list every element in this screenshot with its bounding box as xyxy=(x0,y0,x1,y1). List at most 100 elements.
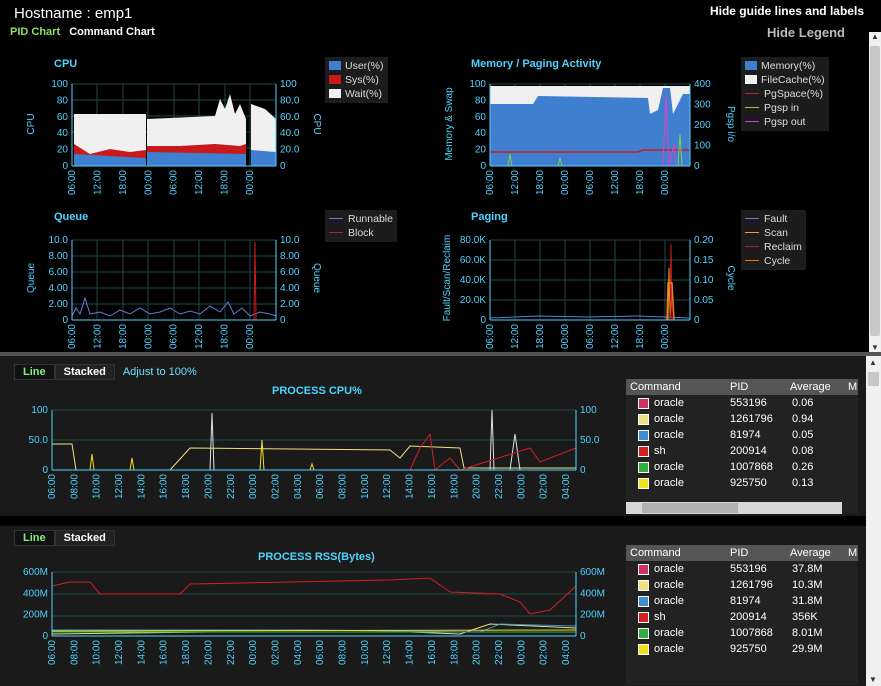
cpu-xtick: 18:00 xyxy=(220,170,231,195)
process-rss-xtick: 14:00 xyxy=(405,640,416,665)
process-rss-xtick: 14:00 xyxy=(136,640,147,665)
scroll-up-icon[interactable]: ▲ xyxy=(869,358,877,367)
col-m[interactable]: M xyxy=(848,381,858,393)
memory-ytick-left: 20 xyxy=(475,145,487,156)
queue-ytick-left: 8.00 xyxy=(49,251,69,262)
table-row[interactable]: oracle 925750 0.13 xyxy=(626,475,858,491)
process-cpu-xtick: 18:00 xyxy=(449,474,460,499)
tab-command-chart[interactable]: Command Chart xyxy=(69,26,155,38)
cpu-ytick-left: 40 xyxy=(57,128,69,139)
table-row[interactable]: sh 200914 356K xyxy=(626,609,858,625)
scroll-thumb[interactable] xyxy=(868,372,879,386)
vertical-scrollbar[interactable]: ▲ ▼ xyxy=(869,32,881,352)
legend-pgsp-out[interactable]: Pgsp out xyxy=(745,115,825,129)
col-command[interactable]: Command xyxy=(630,547,681,559)
scroll-thumb[interactable] xyxy=(642,503,738,513)
table-row[interactable]: oracle 1261796 10.3M xyxy=(626,577,858,593)
process-cpu-ytick-right: 50.0 xyxy=(580,435,600,446)
process-cpu-xtick: 00:00 xyxy=(248,474,259,499)
row-command: oracle xyxy=(654,627,684,639)
table-row[interactable]: oracle 1261796 0.94 xyxy=(626,411,858,427)
paging-ylabel-left: Fault/Scan/Reclaim xyxy=(442,235,453,322)
col-pid[interactable]: PID xyxy=(730,547,749,559)
paging-ytick-left: 20.0K xyxy=(460,295,486,306)
process-cpu-xtick: 22:00 xyxy=(226,474,237,499)
scroll-up-icon[interactable]: ▲ xyxy=(871,32,879,41)
process-cpu-xtick: 16:00 xyxy=(159,474,170,499)
legend-pgsp-in[interactable]: Pgsp in xyxy=(745,101,825,115)
table-row[interactable]: oracle 553196 37.8M xyxy=(626,561,858,577)
process-rss-xtick: 18:00 xyxy=(181,640,192,665)
memory-area xyxy=(490,88,690,166)
tab-line[interactable]: Line xyxy=(14,364,55,380)
scroll-thumb[interactable] xyxy=(870,46,880,336)
col-m[interactable]: M xyxy=(848,547,858,559)
col-average[interactable]: Average xyxy=(790,381,831,393)
col-average[interactable]: Average xyxy=(790,547,831,559)
table-row[interactable]: oracle 553196 0.06 xyxy=(626,395,858,411)
process-cpu-xtick: 20:00 xyxy=(472,474,483,499)
legend-reclaim[interactable]: Reclaim xyxy=(745,240,802,254)
scroll-down-icon[interactable]: ▼ xyxy=(871,343,879,352)
process-cpu-xtick: 04:00 xyxy=(293,474,304,499)
legend-wait[interactable]: Wait(%) xyxy=(329,87,384,101)
tab-stacked[interactable]: Stacked xyxy=(54,364,115,380)
memory-ytick-left: 40 xyxy=(475,128,487,139)
row-pid: 200914 xyxy=(730,445,767,457)
table-row[interactable]: sh 200914 0.08 xyxy=(626,443,858,459)
paging-ytick-left: 60.0K xyxy=(460,255,486,266)
scroll-down-icon[interactable]: ▼ xyxy=(869,675,877,684)
process-rss-xtick: 12:00 xyxy=(114,640,125,665)
tab-stacked[interactable]: Stacked xyxy=(54,530,115,546)
adjust-to-100-link[interactable]: Adjust to 100% xyxy=(122,366,197,378)
hide-guide-lines-link[interactable]: Hide guide lines and labels xyxy=(709,4,864,18)
table-row[interactable]: oracle 1007868 8.01M xyxy=(626,625,858,641)
legend-fault[interactable]: Fault xyxy=(745,212,802,226)
legend-block[interactable]: Block xyxy=(329,226,393,240)
table-row[interactable]: oracle 81974 0.05 xyxy=(626,427,858,443)
row-pid: 553196 xyxy=(730,397,767,409)
queue-xtick: 00:00 xyxy=(245,324,256,349)
hide-legend-link[interactable]: Hide Legend xyxy=(766,25,845,40)
paging-ytick-right: 0.05 xyxy=(694,295,714,306)
process-rss-table: Command PID Average M oracle 553196 37.8M o… xyxy=(626,545,858,685)
cpu-ytick-left: 100 xyxy=(51,79,68,90)
row-color-swatch xyxy=(638,430,649,441)
process-cpu-xtick: 20:00 xyxy=(203,474,214,499)
bottom-vertical-scrollbar[interactable]: ▲ ▼ xyxy=(866,356,881,686)
process-rss-ytick-right: 0 xyxy=(580,631,586,642)
process-rss-xtick: 08:00 xyxy=(69,640,80,665)
row-color-swatch xyxy=(638,462,649,473)
tab-line[interactable]: Line xyxy=(14,530,55,546)
tab-pid-chart[interactable]: PID Chart xyxy=(10,26,61,38)
legend-memory[interactable]: Memory(%) xyxy=(745,59,825,73)
rss-line-4 xyxy=(52,623,577,633)
cpu-ytick-left: 0 xyxy=(62,161,68,172)
legend-filecache[interactable]: FileCache(%) xyxy=(745,73,825,87)
legend-runnable[interactable]: Runnable xyxy=(329,212,393,226)
table-row[interactable]: oracle 81974 31.8M xyxy=(626,593,858,609)
table-row[interactable]: oracle 925750 29.9M xyxy=(626,641,858,657)
col-pid[interactable]: PID xyxy=(730,381,749,393)
cpu-ytick-right: 80.0 xyxy=(280,95,300,106)
cpu-user-area xyxy=(74,154,146,166)
paging-xtick: 06:00 xyxy=(585,324,596,349)
horizontal-scrollbar[interactable] xyxy=(626,502,842,514)
process-cpu-ytick-left: 0 xyxy=(42,465,48,476)
proc-line-4 xyxy=(89,439,315,471)
process-rss-ytick-left: 400M xyxy=(23,588,48,599)
row-average: 0.26 xyxy=(792,461,814,473)
legend-user[interactable]: User(%) xyxy=(329,59,384,73)
panel-splitter[interactable] xyxy=(0,352,881,356)
table-row[interactable]: oracle 1007868 0.26 xyxy=(626,459,858,475)
queue-ytick-left: 2.00 xyxy=(49,299,69,310)
legend-pgspace[interactable]: PgSpace(%) xyxy=(745,87,825,101)
memory-pgsp-in-line xyxy=(507,133,683,167)
legend-cycle[interactable]: Cycle xyxy=(745,254,802,268)
process-cpu-xtick: 18:00 xyxy=(181,474,192,499)
legend-scan[interactable]: Scan xyxy=(745,226,802,240)
col-command[interactable]: Command xyxy=(630,381,681,393)
row-pid: 925750 xyxy=(730,477,767,489)
legend-sys[interactable]: Sys(%) xyxy=(329,73,384,87)
row-color-swatch xyxy=(638,644,649,655)
